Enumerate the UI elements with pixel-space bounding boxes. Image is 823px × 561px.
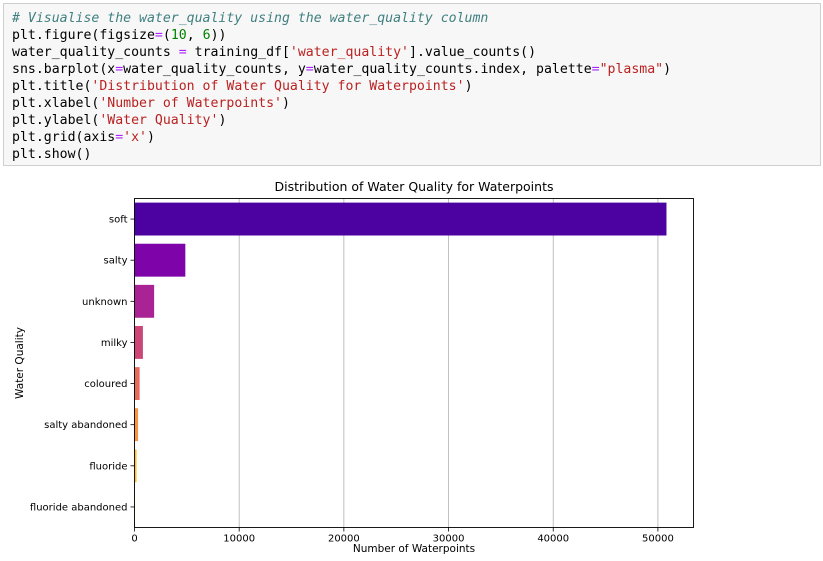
code-token: 'Number of Waterpoints' [99,96,282,111]
chart-title: Distribution of Water Quality for Waterp… [275,179,554,194]
code-token: 'Water Quality' [99,113,219,128]
y-ticks: soft salty unknown milky coloured salty aband… [30,215,135,513]
code-token: )) [210,28,227,43]
code-token: plt.ylabel( [12,113,100,128]
x-tick-label: 40000 [537,534,569,545]
code-token: 6 [202,28,211,43]
code-token: = [305,62,314,77]
code-token: water_quality_counts [12,45,179,60]
bar-coloured [134,367,140,401]
code-token: ) [663,62,672,77]
code-line: plt.grid(axis='x') [12,129,820,146]
chart: Distribution of Water Quality for Waterp… [14,179,694,555]
x-axis-label: Number of Waterpoints [353,543,475,555]
code-token: training_df[ [186,45,290,60]
code-token: = [591,62,600,77]
code-token: water_quality_counts.index, palette [313,62,592,77]
code-line: plt.ylabel('Water Quality') [12,112,820,129]
x-tick-label: 20000 [328,534,360,545]
y-axis-label: Water Quality [14,327,26,399]
code-token: 'x' [123,130,147,145]
code-line: plt.xlabel('Number of Waterpoints') [12,95,820,112]
bar-milky [134,325,143,359]
y-tick-label: unknown [82,297,127,308]
code-token: , [186,28,203,43]
code-token: 'water_quality' [289,45,409,60]
code-line: plt.title('Distribution of Water Quality… [12,78,820,95]
code-token: ( [162,28,171,43]
y-tick-label: milky [101,338,128,349]
code-line: sns.barplot(x=water_quality_counts, y=wa… [12,61,820,78]
code-token: ) [464,79,473,94]
code-token: water_quality_counts, y [123,62,306,77]
x-ticks: 0 10000 20000 30000 40000 50000 [131,527,674,545]
bars [134,202,667,524]
x-tick-label: 10000 [223,534,255,545]
x-tick-label: 0 [131,534,137,545]
code-token: plt.figure(figsize [12,28,155,43]
bar-salty-abandoned [134,408,139,442]
code-token: plt.grid(axis [12,130,116,145]
code-token: # Visualise the water_quality using the … [12,11,489,26]
y-tick-label: salty abandoned [44,420,127,431]
plot-frame [134,198,694,528]
code-line: water_quality_counts = training_df['wate… [12,44,820,61]
code-token: ) [218,113,227,128]
y-tick-label: fluoride [89,461,127,472]
x-tick-label: 30000 [433,534,465,545]
bar-soft [134,202,667,236]
code-token: = [154,28,163,43]
code-token: 'Distribution of Water Quality for Water… [91,79,465,94]
code-token: ) [147,130,155,145]
code-token: = [115,62,124,77]
code-token: plt.show() [12,147,92,162]
y-tick-label: salty [104,256,128,267]
code-line: # Visualise the water_quality using the … [12,10,820,27]
x-tick-label: 50000 [642,534,674,545]
code-token: plt.xlabel( [12,96,100,111]
code-line: plt.show() [12,146,820,163]
y-tick-label: fluoride abandoned [30,502,128,513]
bar-fluoride [134,449,137,483]
code-token: 10 [170,28,187,43]
code-token: "plasma" [599,62,664,77]
code-token: = [178,45,187,60]
code-token: ) [281,96,290,111]
code-token: = [115,130,124,145]
code-token: plt.title( [12,79,92,94]
y-tick-label: soft [109,215,128,226]
code-cell[interactable]: # Visualise the water_quality using the … [3,3,821,166]
code-lines[interactable]: # Visualise the water_quality using the … [12,10,820,163]
bar-salty [134,243,186,277]
code-token: ].value_counts() [409,45,537,60]
grid [134,198,659,528]
y-tick-label: coloured [84,379,127,390]
code-token: sns.barplot(x [12,62,116,77]
bar-unknown [134,284,155,318]
code-line: plt.figure(figsize=(10, 6)) [12,27,820,44]
